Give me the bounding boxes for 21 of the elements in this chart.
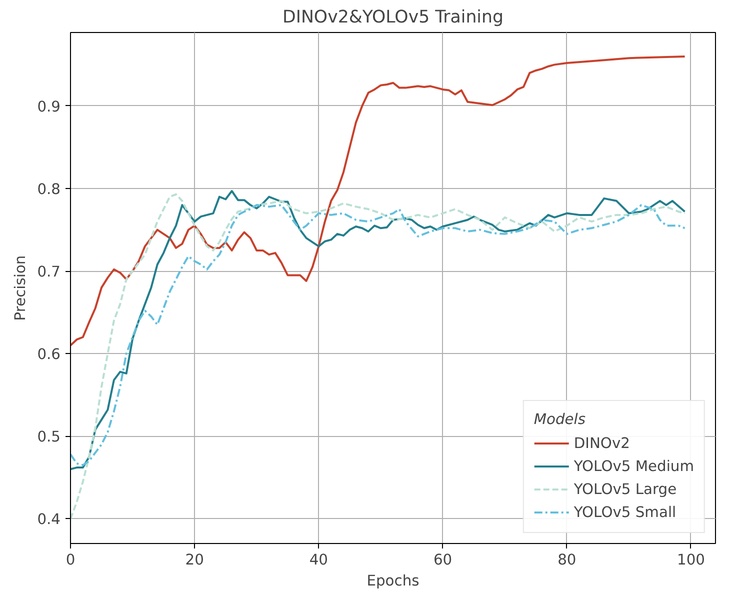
x-tick-label: 60: [433, 552, 452, 568]
x-axis-title: Epochs: [366, 572, 420, 590]
y-tick-label: 0.8: [37, 181, 61, 198]
y-tick-label: 0.5: [37, 428, 61, 446]
legend-label: YOLOv5 Large: [574, 480, 677, 498]
y-tick-label: 0.4: [37, 511, 61, 528]
y-axis-title: Precision: [12, 255, 30, 321]
x-tick-label: 80: [558, 552, 576, 568]
chart-title: DINOv2&YOLOv5 Training: [282, 8, 504, 28]
y-tick-label: 0.6: [37, 346, 61, 364]
legend-label: YOLOv5 Small: [574, 504, 676, 520]
legend-label: DINOv2: [574, 434, 630, 452]
line-series: [70, 55, 686, 346]
x-tick-label: 0: [66, 552, 76, 568]
x-tick-label: 100: [677, 552, 705, 568]
x-tick-label: 20: [185, 552, 204, 568]
legend-title: Models: [534, 411, 586, 428]
y-tick-label: 0.7: [37, 264, 61, 281]
y-tick-label: 0.9: [37, 98, 61, 116]
x-tick-label: 40: [309, 552, 328, 568]
legend-label: YOLOv5 Medium: [574, 458, 694, 474]
